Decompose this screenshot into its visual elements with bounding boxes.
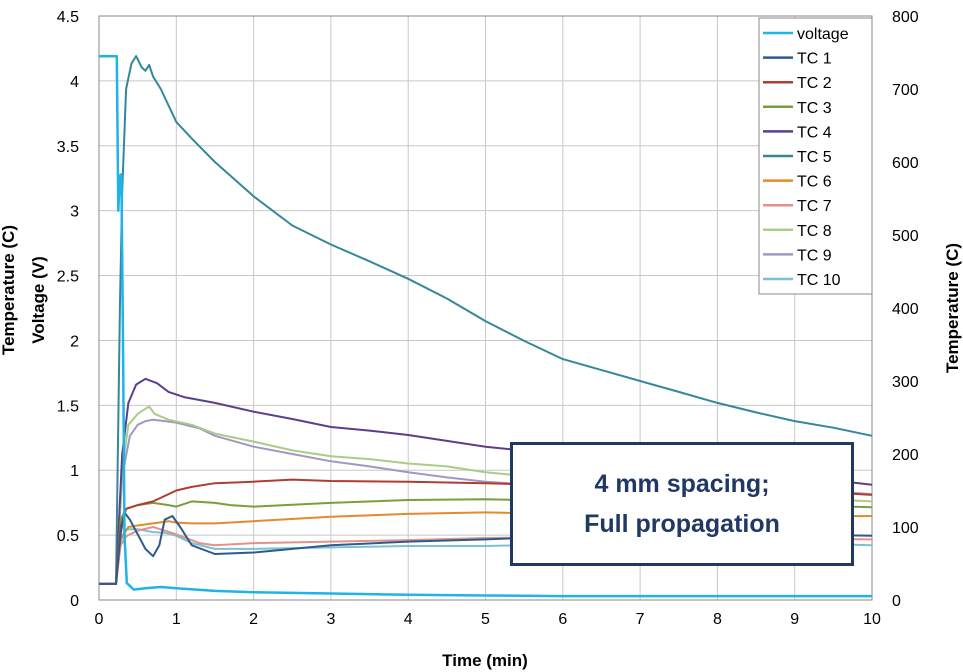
legend-label: TC 5	[797, 149, 832, 166]
legend-label: TC 1	[797, 51, 832, 68]
y-left-tick-label: 4	[70, 74, 79, 91]
y-right-axis-title: Temperature (C)	[943, 243, 962, 373]
y-left-tick-label: 1.5	[57, 398, 79, 415]
legend-label: TC 6	[797, 174, 832, 191]
annotation-line-2: Full propagation	[584, 510, 780, 538]
x-tick-label: 6	[558, 611, 567, 628]
y-left-tick-label: 0.5	[57, 528, 79, 545]
legend-label: TC 3	[797, 100, 832, 117]
y-left-tick-label: 2	[70, 333, 79, 350]
y-left-tick-label: 0	[70, 593, 79, 610]
x-axis-ticks: 0 1 2 3 4 5 6 7 8 9 10	[95, 611, 881, 628]
legend-label: TC 9	[797, 247, 832, 264]
y-left-tick-label: 2.5	[57, 269, 79, 286]
plot-area	[98, 15, 873, 601]
series-line-tc-5	[99, 55, 873, 585]
y-right-tick-label: 600	[892, 155, 919, 172]
y-left-tick-label: 3.5	[57, 139, 79, 156]
x-tick-label: 5	[481, 611, 490, 628]
legend-label: voltage	[797, 26, 849, 43]
x-axis-title: Time (min)	[442, 651, 528, 670]
y-left-axis-ticks: 0 0.5 1 1.5 2 2.5 3 3.5 4 4.5	[57, 9, 79, 610]
x-tick-label: 4	[404, 611, 413, 628]
x-tick-label: 9	[790, 611, 799, 628]
legend: voltage TC 1 TC 2 TC 3 TC 4 TC 5 TC 6 TC 7 TC 8 T…	[758, 17, 873, 295]
x-tick-label: 8	[713, 611, 722, 628]
legend-label: TC 10	[797, 272, 841, 289]
y-right-tick-label: 100	[892, 520, 919, 537]
x-tick-label: 1	[172, 611, 181, 628]
y-left-axis-title-partial: Temperature (C)	[0, 225, 18, 355]
y-left-tick-label: 4.5	[57, 9, 79, 26]
y-right-tick-label: 300	[892, 374, 919, 391]
legend-label: TC 4	[797, 124, 832, 141]
series-line-voltage	[99, 54, 872, 598]
x-tick-label: 2	[249, 611, 258, 628]
y-right-tick-label: 800	[892, 9, 919, 26]
y-left-tick-label: 3	[70, 204, 79, 221]
y-right-axis-ticks: 0 100 200 300 400 500 600 700 800	[892, 9, 919, 610]
annotation-line-1: 4 mm spacing;	[594, 470, 770, 498]
y-left-tick-label: 1	[70, 463, 79, 480]
x-tick-label: 7	[636, 611, 645, 628]
y-right-tick-label: 700	[892, 82, 919, 99]
y-right-tick-label: 500	[892, 228, 919, 245]
legend-label: TC 7	[797, 198, 832, 215]
x-tick-label: 10	[863, 611, 881, 628]
x-tick-label: 3	[326, 611, 335, 628]
legend-label: TC 8	[797, 223, 832, 240]
y-right-tick-label: 200	[892, 447, 919, 464]
y-right-tick-label: 400	[892, 301, 919, 318]
annotation-box: 4 mm spacing; Full propagation	[510, 442, 854, 566]
y-right-tick-label: 0	[892, 593, 901, 610]
y-left-axis-title: Voltage (V)	[29, 256, 48, 344]
x-tick-label: 0	[95, 611, 104, 628]
legend-label: TC 2	[797, 75, 832, 92]
